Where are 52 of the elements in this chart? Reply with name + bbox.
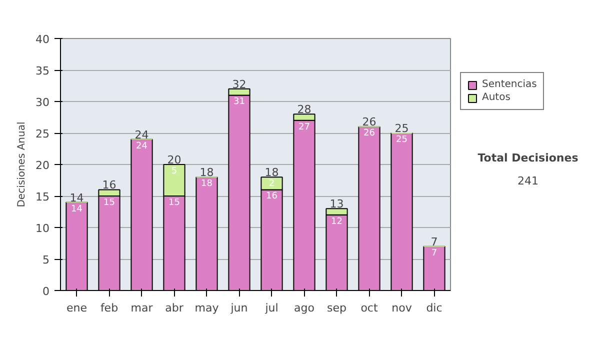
x-tick-label: feb: [100, 302, 118, 314]
y-tick-label: 15: [36, 190, 50, 204]
data-label: 25: [396, 135, 408, 145]
total-label: 24: [134, 128, 149, 142]
x-tick-label: nov: [392, 302, 412, 314]
data-label: 15: [168, 198, 180, 208]
x-tick-label: ago: [294, 302, 315, 314]
y-tick-label: 40: [36, 33, 50, 46]
text: 241: [518, 174, 538, 188]
data-label: 12: [331, 216, 342, 227]
legend-label: Autos: [482, 92, 510, 103]
x-tick-label: ene: [66, 302, 88, 314]
total-label: 16: [102, 178, 116, 192]
y-tick-label: 0: [42, 285, 50, 298]
data-label: 2: [268, 179, 275, 190]
x-tick-label: jul: [264, 302, 278, 314]
y-tick-label: 20: [36, 159, 50, 172]
y-tick-label: 30: [36, 96, 50, 109]
y-tick-label: 25: [36, 128, 50, 140]
total-label: 20: [167, 154, 182, 166]
y-tick-label: 5: [42, 254, 50, 266]
data-label: 26: [364, 128, 376, 139]
data-label: 24: [136, 141, 148, 152]
data-label: 5: [171, 166, 178, 176]
y-tick-label: 10: [36, 222, 50, 235]
data-label: 16: [266, 192, 278, 202]
data-label: 27: [298, 122, 310, 132]
data-label: 18: [201, 179, 213, 190]
total-label: 18: [264, 166, 279, 180]
total-label: 13: [330, 198, 344, 211]
total-label: 28: [297, 103, 312, 116]
total-label: 26: [362, 116, 376, 129]
x-tick-label: sep: [327, 302, 347, 314]
data-label: 15: [104, 198, 115, 208]
x-tick-label: oct: [360, 302, 378, 314]
data-label: 31: [234, 97, 245, 108]
total-label: 25: [394, 122, 409, 135]
total-label: 32: [232, 78, 246, 91]
total-label: 7: [430, 235, 438, 248]
legend-label: Sentencias: [482, 79, 537, 90]
x-tick-label: dic: [426, 302, 442, 314]
total-label: 14: [70, 191, 84, 204]
x-tick-label: abr: [165, 302, 184, 314]
x-tick-label: may: [194, 302, 220, 314]
x-tick-label: jun: [230, 302, 248, 314]
y-tick-label: 35: [36, 64, 50, 78]
x-tick-label: mar: [130, 302, 154, 314]
total-label: 18: [200, 166, 214, 180]
data-label: 7: [431, 248, 438, 258]
data-label: 14: [71, 204, 83, 214]
text: Total Decisiones: [478, 152, 579, 164]
y-axis-title: Decisiones Anual: [16, 122, 28, 208]
